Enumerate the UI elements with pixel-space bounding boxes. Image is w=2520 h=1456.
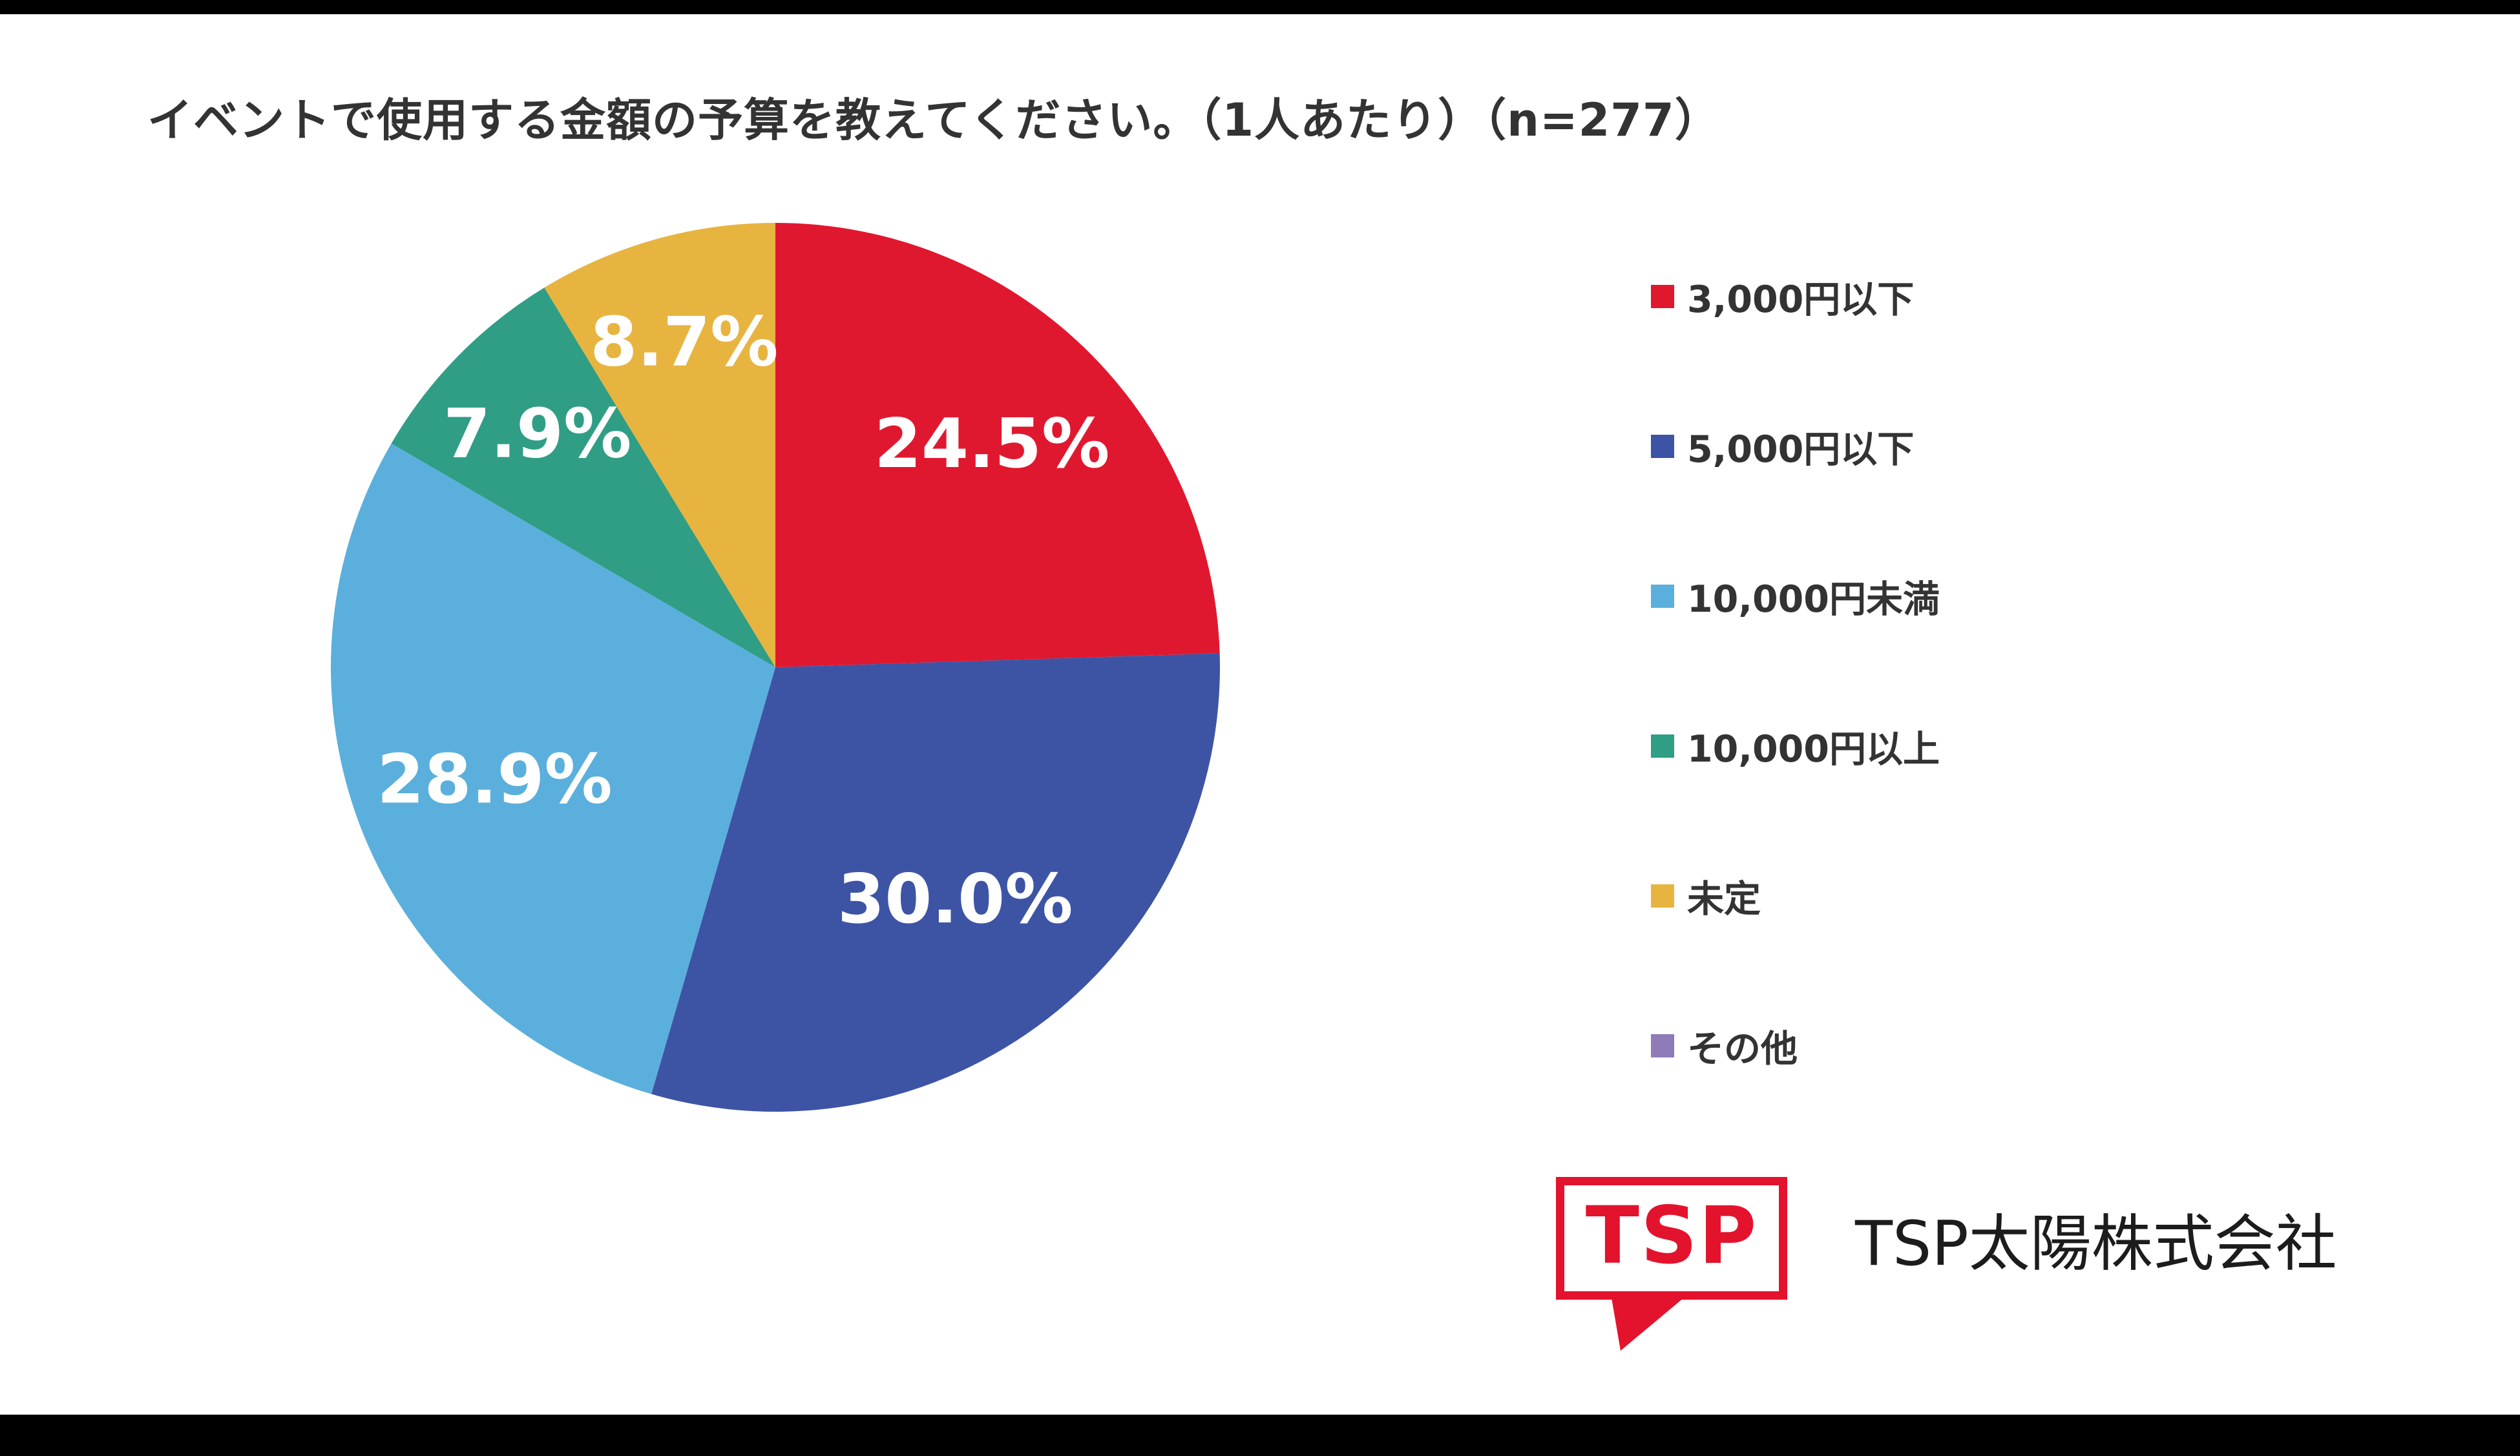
legend-label: 10,000円以上 <box>1687 727 1940 771</box>
legend-label: その他 <box>1687 1027 1798 1070</box>
legend-label: 未定 <box>1687 877 1761 920</box>
chart-legend: 3,000円以下 5,000円以下 10,000円未満 10,000円以上 未定その他 <box>1651 278 1940 1070</box>
bottom-letterbox-bar <box>0 1415 2520 1456</box>
legend-swatch-icon <box>1651 584 1674 608</box>
pie-slice-4 <box>544 223 775 667</box>
tsp-logo: TSP <box>1556 1177 1787 1351</box>
chart-title: イベントで使用する金額の予算を教えてください。（1人あたり）（n=277） <box>147 94 1721 147</box>
pie-chart-container: 24.5% 30.0% 28.9% 7.9% 8.7% <box>317 209 1234 1126</box>
pie-slice-3 <box>391 287 775 667</box>
legend-swatch-icon <box>1651 284 1674 308</box>
pie-slice-2 <box>331 443 775 1094</box>
legend-item-0: 3,000円以下 <box>1651 278 1940 321</box>
legend-item-2: 10,000円未満 <box>1651 577 1940 621</box>
speech-bubble-tail-icon <box>1612 1298 1684 1351</box>
top-letterbox-bar <box>0 0 2520 14</box>
footer-brand: TSP TSP太陽株式会社 <box>1556 1177 2337 1351</box>
pie-slice-label-1: 30.0% <box>837 860 1073 939</box>
pie-slice-1 <box>651 653 1220 1112</box>
legend-item-3: 10,000円以上 <box>1651 727 1940 771</box>
legend-swatch-icon <box>1651 434 1674 458</box>
pie-slice-label-2: 28.9% <box>377 740 612 819</box>
legend-swatch-icon <box>1651 1034 1674 1057</box>
legend-swatch-icon <box>1651 734 1674 758</box>
company-name: TSP太陽株式会社 <box>1855 1208 2337 1280</box>
legend-swatch-icon <box>1651 884 1674 908</box>
legend-item-1: 5,000円以下 <box>1651 428 1940 471</box>
tsp-logo-text: TSP <box>1585 1190 1758 1282</box>
legend-label: 3,000円以下 <box>1687 278 1915 321</box>
pie-slice-label-3: 7.9% <box>443 395 631 473</box>
legend-item-5: その他 <box>1651 1027 1940 1070</box>
pie-slice-0 <box>775 223 1220 667</box>
legend-item-4: 未定 <box>1651 877 1940 920</box>
pie-slice-label-0: 24.5% <box>874 404 1109 483</box>
pie-slice-label-4: 8.7% <box>590 303 778 382</box>
pie-chart: 24.5% 30.0% 28.9% 7.9% 8.7% <box>331 223 1220 1112</box>
legend-label: 5,000円以下 <box>1687 428 1915 471</box>
legend-label: 10,000円未満 <box>1687 577 1940 621</box>
